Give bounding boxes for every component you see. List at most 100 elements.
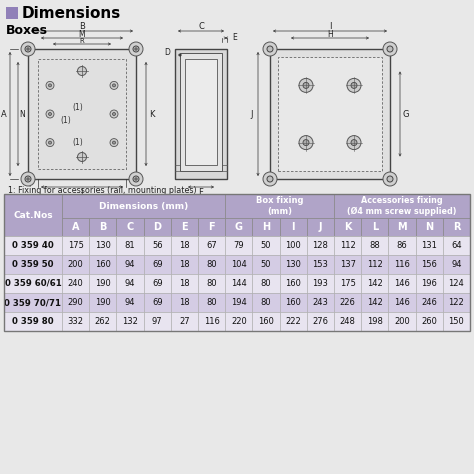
Bar bbox=[334, 274, 361, 293]
Circle shape bbox=[299, 78, 313, 92]
Text: R: R bbox=[80, 38, 84, 44]
Text: 175: 175 bbox=[340, 279, 356, 288]
Text: 276: 276 bbox=[312, 317, 328, 326]
Bar bbox=[307, 236, 334, 255]
Text: Dimensions: Dimensions bbox=[22, 6, 121, 20]
Text: L: L bbox=[372, 222, 378, 232]
Text: 137: 137 bbox=[339, 260, 356, 269]
Text: 226: 226 bbox=[340, 298, 356, 307]
Text: 156: 156 bbox=[421, 260, 437, 269]
Bar bbox=[171, 293, 198, 312]
Bar bbox=[416, 274, 443, 293]
Bar bbox=[198, 236, 225, 255]
Bar bbox=[416, 293, 443, 312]
Text: 200: 200 bbox=[68, 260, 83, 269]
Text: 27: 27 bbox=[179, 317, 190, 326]
Bar bbox=[62, 194, 225, 218]
Text: 112: 112 bbox=[367, 260, 383, 269]
Text: 0 359 50: 0 359 50 bbox=[12, 260, 54, 269]
Text: 196: 196 bbox=[421, 279, 437, 288]
Text: K: K bbox=[149, 109, 155, 118]
Text: 97: 97 bbox=[152, 317, 163, 326]
Text: 160: 160 bbox=[285, 298, 301, 307]
Text: 100: 100 bbox=[285, 241, 301, 250]
Text: C: C bbox=[198, 21, 204, 30]
Bar bbox=[198, 293, 225, 312]
Bar bbox=[280, 218, 307, 236]
Text: (1): (1) bbox=[61, 116, 72, 125]
Text: 153: 153 bbox=[312, 260, 328, 269]
Bar bbox=[334, 255, 361, 274]
Text: 69: 69 bbox=[152, 298, 163, 307]
Circle shape bbox=[383, 172, 397, 186]
Text: M: M bbox=[397, 222, 407, 232]
Text: J: J bbox=[251, 109, 253, 118]
Text: 160: 160 bbox=[95, 260, 111, 269]
Circle shape bbox=[78, 66, 86, 75]
Circle shape bbox=[383, 42, 397, 56]
Bar bbox=[225, 236, 252, 255]
Bar bbox=[225, 194, 334, 218]
Bar bbox=[443, 293, 470, 312]
Text: 260: 260 bbox=[421, 317, 437, 326]
Bar bbox=[388, 218, 416, 236]
Text: D: D bbox=[153, 222, 161, 232]
Text: 248: 248 bbox=[340, 317, 356, 326]
Bar bbox=[117, 293, 144, 312]
Text: 146: 146 bbox=[394, 298, 410, 307]
Text: 112: 112 bbox=[340, 241, 356, 250]
Text: 69: 69 bbox=[152, 260, 163, 269]
Text: 56: 56 bbox=[152, 241, 163, 250]
Text: 50: 50 bbox=[261, 260, 271, 269]
Bar bbox=[171, 255, 198, 274]
Text: 18: 18 bbox=[179, 298, 190, 307]
Text: 64: 64 bbox=[451, 241, 462, 250]
Text: 67: 67 bbox=[206, 241, 217, 250]
Bar bbox=[117, 218, 144, 236]
Circle shape bbox=[27, 48, 29, 50]
Bar bbox=[198, 255, 225, 274]
Circle shape bbox=[263, 172, 277, 186]
Text: 150: 150 bbox=[448, 317, 464, 326]
Bar bbox=[144, 218, 171, 236]
Bar bbox=[361, 255, 388, 274]
Text: 160: 160 bbox=[258, 317, 274, 326]
Text: 130: 130 bbox=[95, 241, 111, 250]
Text: 1: Fixing for accessories (rail, mounting plates): 1: Fixing for accessories (rail, mountin… bbox=[8, 186, 197, 195]
Bar bbox=[4, 312, 62, 331]
Bar bbox=[361, 236, 388, 255]
Text: G: G bbox=[403, 109, 409, 118]
Text: 124: 124 bbox=[448, 279, 464, 288]
Text: I: I bbox=[329, 21, 331, 30]
Bar bbox=[117, 274, 144, 293]
Bar bbox=[252, 255, 280, 274]
Bar bbox=[270, 49, 390, 179]
Text: 79: 79 bbox=[234, 241, 244, 250]
Text: H: H bbox=[262, 222, 270, 232]
Circle shape bbox=[135, 48, 137, 50]
Text: E: E bbox=[233, 33, 237, 42]
Text: 50: 50 bbox=[261, 241, 271, 250]
Bar bbox=[198, 274, 225, 293]
Bar bbox=[4, 236, 62, 255]
Circle shape bbox=[267, 176, 273, 182]
Circle shape bbox=[303, 140, 309, 146]
Bar bbox=[117, 312, 144, 331]
Bar bbox=[278, 57, 382, 171]
Text: A: A bbox=[1, 109, 7, 118]
Circle shape bbox=[46, 138, 54, 146]
Text: 18: 18 bbox=[179, 279, 190, 288]
Text: 144: 144 bbox=[231, 279, 246, 288]
Text: G: G bbox=[235, 222, 243, 232]
Bar bbox=[225, 218, 252, 236]
Text: 128: 128 bbox=[312, 241, 328, 250]
Bar bbox=[62, 274, 89, 293]
Circle shape bbox=[48, 84, 52, 87]
Bar bbox=[117, 236, 144, 255]
Bar bbox=[4, 274, 62, 293]
Bar bbox=[4, 255, 62, 274]
Bar bbox=[307, 255, 334, 274]
Bar bbox=[144, 274, 171, 293]
Bar bbox=[307, 293, 334, 312]
Bar bbox=[171, 312, 198, 331]
